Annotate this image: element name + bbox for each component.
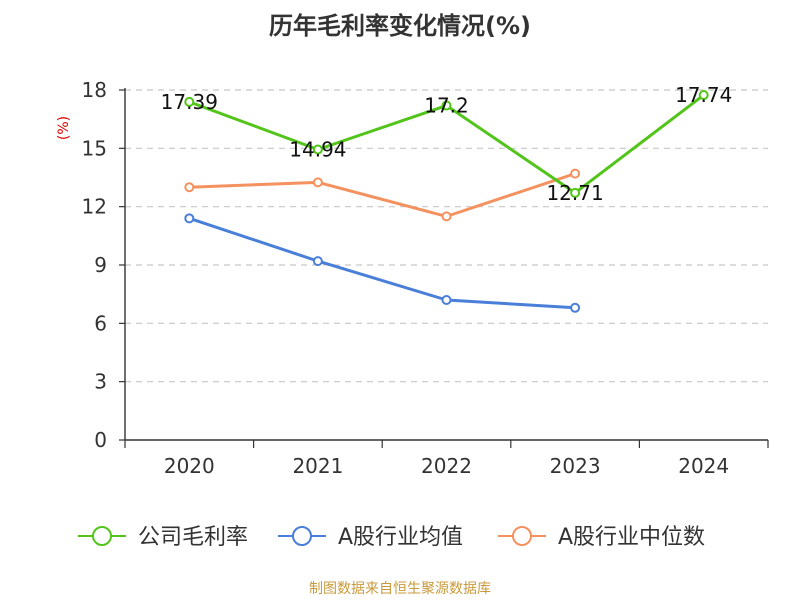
data-point bbox=[570, 302, 581, 313]
y-tick-label: 0 bbox=[94, 428, 107, 452]
data-label: 17.2 bbox=[424, 94, 469, 118]
x-tick-label: 2024 bbox=[678, 454, 729, 478]
x-tick-label: 2022 bbox=[421, 454, 472, 478]
chart-title: 历年毛利率变化情况(%) bbox=[269, 12, 531, 40]
y-tick-label: 12 bbox=[82, 195, 107, 219]
data-label: 12.71 bbox=[546, 181, 603, 205]
data-point bbox=[570, 168, 581, 179]
x-tick-label: 2023 bbox=[550, 454, 601, 478]
legend-marker bbox=[92, 526, 112, 546]
data-point bbox=[312, 144, 323, 155]
legend-marker bbox=[512, 526, 532, 546]
data-point bbox=[441, 295, 452, 305]
series-line bbox=[188, 216, 576, 310]
data-point bbox=[184, 213, 195, 224]
data-label: 14.94 bbox=[289, 138, 346, 162]
x-tick-label: 2020 bbox=[164, 454, 215, 478]
data-point bbox=[441, 100, 452, 111]
y-tick-label: 18 bbox=[82, 78, 107, 102]
data-source-note: 制图数据来自恒生聚源数据库 bbox=[309, 581, 491, 597]
series-line bbox=[189, 172, 576, 218]
data-point bbox=[441, 211, 452, 222]
y-tick-label: 9 bbox=[94, 253, 107, 277]
legend-label: 公司毛利率 bbox=[138, 525, 248, 550]
legend-label: A股行业中位数 bbox=[558, 525, 705, 550]
y-tick-label: 6 bbox=[94, 311, 107, 335]
data-point bbox=[184, 182, 195, 193]
y-axis-unit-label: (%) bbox=[56, 116, 72, 140]
data-label: 17.74 bbox=[675, 83, 732, 107]
data-point bbox=[698, 90, 709, 101]
data-point bbox=[570, 187, 581, 198]
legend-marker bbox=[292, 526, 312, 546]
data-label: 17.39 bbox=[161, 90, 218, 114]
data-point bbox=[184, 96, 195, 107]
y-tick-label: 3 bbox=[94, 370, 107, 394]
y-tick-label: 15 bbox=[82, 136, 107, 160]
x-tick-label: 2021 bbox=[292, 454, 343, 478]
data-point bbox=[312, 256, 323, 267]
legend-label: A股行业均值 bbox=[338, 525, 463, 550]
data-point bbox=[312, 177, 323, 188]
